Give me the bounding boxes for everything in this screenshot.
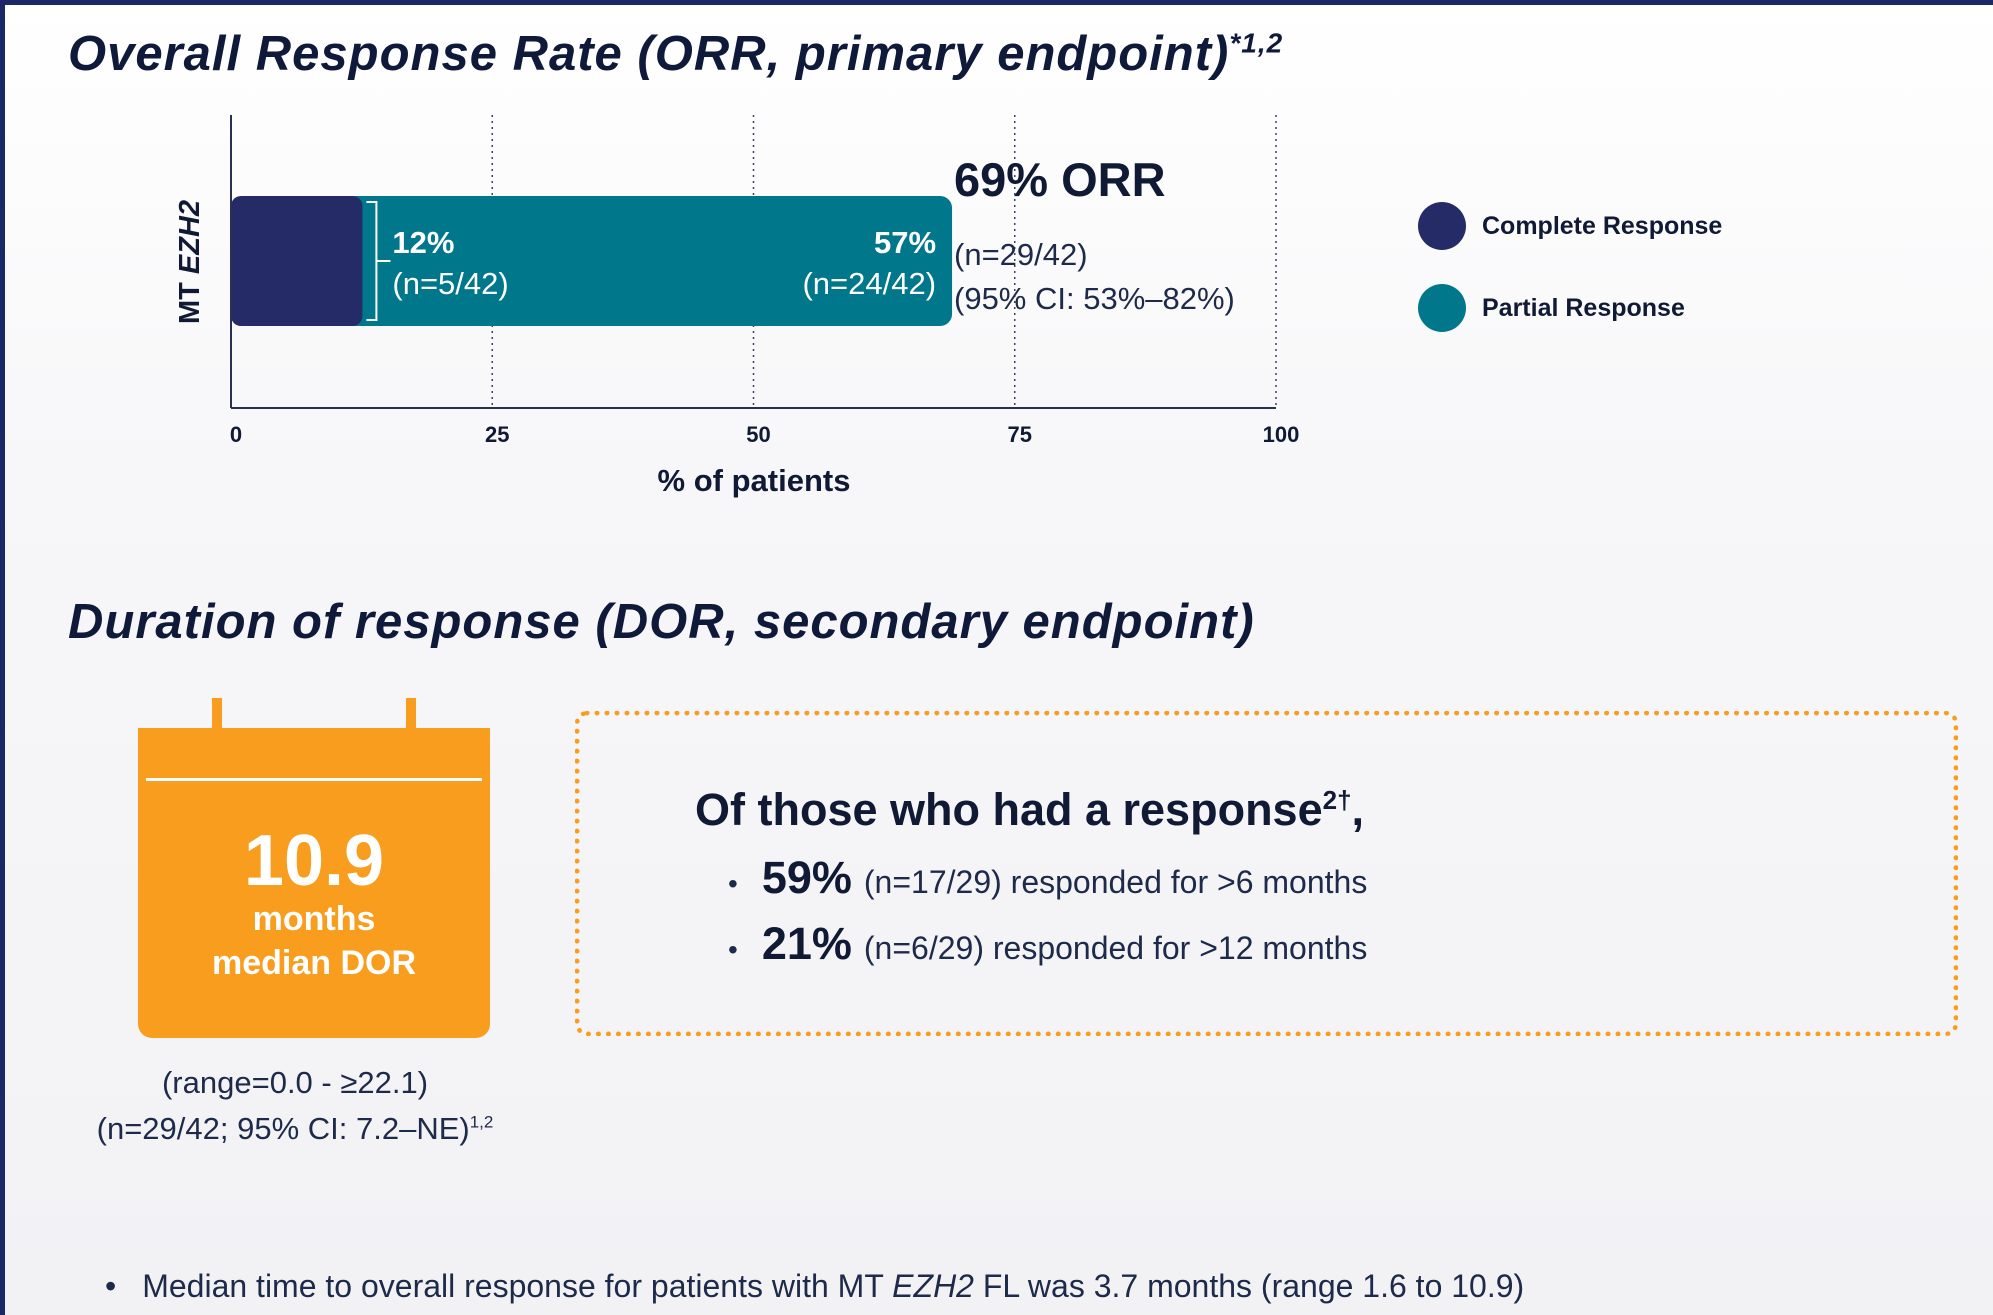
dor-unit: months <box>252 900 376 938</box>
chart-data-labels: 12% (n=5/42) 57% (n=24/42) <box>366 201 936 321</box>
left-border <box>0 0 5 1315</box>
responders-item-12-months: • 21% (n=6/29) responded for >12 months <box>728 918 1367 970</box>
category-label-gene: EZH2 <box>174 200 206 274</box>
responders-pct: 21% <box>761 918 852 969</box>
dor-n-ci: (n=29/42; 95% CI: 7.2–NE)1,2 <box>80 1111 510 1147</box>
x-tick-label-25: 25 <box>485 422 509 447</box>
orr-section-title: Overall Response Rate (ORR, primary endp… <box>68 26 1283 82</box>
calendar-ring <box>212 698 222 734</box>
bullet-icon: • <box>728 934 738 965</box>
chart-tick-labels: 0 25 50 75 100 <box>230 422 1299 447</box>
bullet-icon: • <box>728 868 738 899</box>
bar-partial-response <box>340 196 953 326</box>
orr-bar-chart: 0 25 50 75 100 12% (n=5/42) 57% (n=24/42) % of … <box>174 115 1299 498</box>
x-tick-label-50: 50 <box>746 422 770 447</box>
orr-title-text: Overall Response Rate (ORR, primary endp… <box>68 27 1230 81</box>
x-tick-label-0: 0 <box>230 422 242 447</box>
responders-item-6-months: • 59% (n=17/29) responded for >6 months <box>728 852 1367 904</box>
calendar-ring <box>406 698 416 734</box>
x-axis-label: % of patients <box>658 463 851 498</box>
data-label-partial-pct: 57% <box>874 225 936 260</box>
dor-range: (range=0.0 - ≥22.1) <box>161 1065 429 1100</box>
responders-heading-footnote-ref: 2† <box>1322 785 1352 815</box>
responders-heading: Of those who had a response2†, <box>695 784 1364 836</box>
orr-headline: 69% ORR <box>954 153 1166 206</box>
footnote-gene: EZH2 <box>892 1268 974 1304</box>
data-label-partial-n: (n=24/42) <box>802 266 936 301</box>
data-label-complete-pct: 12% <box>392 225 454 260</box>
legend-partial-response: Partial Response <box>1418 284 1685 332</box>
legend-dot-navy <box>1418 202 1466 250</box>
responders-pct: 59% <box>761 852 852 903</box>
footnote-text-after: FL was 3.7 months (range 1.6 to 10.9) <box>973 1268 1525 1304</box>
bullet-icon: • <box>105 1268 117 1304</box>
x-tick-label-100: 100 <box>1263 422 1300 447</box>
responders-heading-end: , <box>1351 784 1365 835</box>
category-label-mt-ezh2: MT EZH2 <box>174 200 206 324</box>
top-border <box>0 0 1993 5</box>
bar-complete-response <box>231 196 363 326</box>
chart-axes <box>230 115 1276 409</box>
responders-detail: (n=6/29) responded for >12 months <box>863 930 1368 966</box>
dor-n-ci-text: (n=29/42; 95% CI: 7.2–NE) <box>96 1111 470 1146</box>
orr-n: (n=29/42) <box>954 237 1088 272</box>
chart-bars <box>231 196 953 326</box>
legend-label: Complete Response <box>1482 211 1723 240</box>
legend-dot-teal <box>1418 284 1466 332</box>
responders-box <box>575 711 1958 1036</box>
legend-complete-response: Complete Response <box>1418 202 1722 250</box>
calendar-divider <box>146 778 482 781</box>
dor-footnote-ref: 1,2 <box>469 1112 494 1132</box>
category-label-prefix: MT <box>174 274 206 324</box>
data-label-complete-n: (n=5/42) <box>392 266 508 301</box>
orr-ci: (95% CI: 53%–82%) <box>954 281 1235 316</box>
legend-label: Partial Response <box>1482 293 1685 322</box>
orr-title-footnote-ref: *1,2 <box>1229 27 1284 59</box>
dor-section-title: Duration of response (DOR, secondary end… <box>68 595 1255 649</box>
footnote: • Median time to overall response for pat… <box>105 1268 1524 1305</box>
dor-label: median DOR <box>211 944 417 982</box>
x-tick-label-75: 75 <box>1008 422 1032 447</box>
chart-gridlines <box>491 115 1277 408</box>
dor-value: 10.9 <box>243 821 385 901</box>
calendar-icon: 10.9 months median DOR <box>138 698 490 1038</box>
responders-detail: (n=17/29) responded for >6 months <box>863 864 1368 900</box>
responders-heading-text: Of those who had a response <box>695 784 1323 835</box>
footnote-text-before: Median time to overall response for pati… <box>142 1268 893 1304</box>
